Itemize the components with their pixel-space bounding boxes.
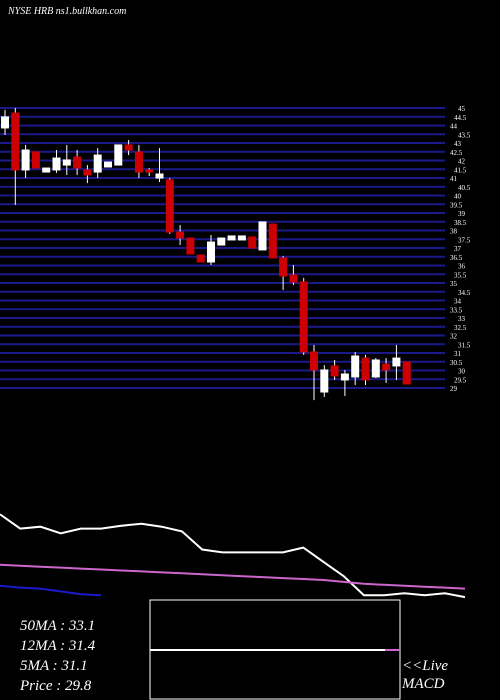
y-tick-label: 29.5 <box>454 376 467 384</box>
candle-body <box>207 241 215 263</box>
candle-body <box>104 161 112 168</box>
candle-body <box>289 274 298 283</box>
y-tick-label: 36.5 <box>450 254 463 262</box>
indicator-line <box>0 563 466 590</box>
indicator-line <box>0 584 102 597</box>
candle-body <box>62 159 71 166</box>
candle-body <box>361 357 370 381</box>
y-tick-label: 31 <box>454 350 462 358</box>
stat-label: 5MA : 31.1 <box>20 658 88 674</box>
y-tick-label: 40 <box>454 193 462 201</box>
indicator-line <box>0 513 466 599</box>
candle-body <box>340 373 349 381</box>
candle-body <box>145 169 154 173</box>
y-tick-label: 31.5 <box>458 341 471 349</box>
y-tick-label: 42.5 <box>450 149 463 157</box>
y-tick-label: 37.5 <box>458 236 471 244</box>
candle-body <box>279 257 288 277</box>
y-tick-label: 34.5 <box>458 289 471 297</box>
candle-body <box>227 235 236 241</box>
candle-body <box>371 359 380 378</box>
candle-body <box>11 112 20 171</box>
candle-body <box>351 355 360 378</box>
y-tick-label: 41.5 <box>454 166 467 174</box>
candle-body <box>124 144 133 151</box>
chart-title: NYSE HRB ns1.bullkhan.com <box>7 6 126 17</box>
y-tick-label: 45 <box>458 105 466 113</box>
candle-body <box>21 149 30 171</box>
y-tick-label: 44.5 <box>454 114 467 122</box>
candle-body <box>392 357 401 367</box>
y-tick-label: 32 <box>450 333 458 341</box>
y-tick-label: 40.5 <box>458 184 471 192</box>
y-tick-label: 32.5 <box>454 324 467 332</box>
y-tick-label: 29 <box>450 385 458 393</box>
candle-body <box>186 237 195 255</box>
y-tick-label: 33.5 <box>450 306 463 314</box>
candle-body <box>299 281 308 353</box>
candle-body <box>237 235 246 241</box>
y-tick-label: 39.5 <box>450 201 463 209</box>
candle-body <box>310 351 318 371</box>
candle-body <box>176 231 185 239</box>
candle-body <box>165 179 174 233</box>
y-tick-label: 33 <box>458 315 466 323</box>
y-tick-label: 38.5 <box>454 219 467 227</box>
candle-body <box>83 169 92 176</box>
macd-label: <<Live <box>402 658 448 674</box>
stat-label: Price : 29.8 <box>19 678 92 694</box>
candle-body <box>217 237 226 246</box>
candle-body <box>73 156 82 169</box>
candle-body <box>1 116 9 129</box>
candle-body <box>134 151 143 173</box>
y-tick-label: 39 <box>458 210 466 218</box>
candle-body <box>93 154 102 173</box>
candle-body <box>402 361 411 385</box>
candle-body <box>31 151 40 169</box>
y-tick-label: 35 <box>450 280 458 288</box>
y-tick-label: 37 <box>454 245 462 253</box>
y-tick-label: 35.5 <box>454 271 467 279</box>
stat-label: 12MA : 31.4 <box>20 638 96 654</box>
y-tick-label: 44 <box>450 123 458 131</box>
y-tick-label: 41 <box>450 175 458 183</box>
y-tick-label: 30 <box>458 368 466 376</box>
candle-body <box>382 363 391 371</box>
y-tick-label: 42 <box>458 158 466 166</box>
candle-body <box>155 173 164 179</box>
macd-label: MACD <box>401 676 445 692</box>
candle-body <box>52 157 61 171</box>
candle-body <box>258 221 267 251</box>
y-tick-label: 34 <box>454 298 462 306</box>
y-tick-label: 30.5 <box>450 359 463 367</box>
y-tick-label: 38 <box>450 228 458 236</box>
candle-body <box>330 365 339 377</box>
candle-body <box>248 236 257 249</box>
candle-body <box>320 369 329 393</box>
candle-body <box>196 254 205 263</box>
candle-body <box>42 167 51 173</box>
stat-label: 50MA : 33.1 <box>20 618 95 634</box>
candle-body <box>268 223 277 259</box>
y-tick-label: 43 <box>454 140 462 148</box>
y-tick-label: 43.5 <box>458 131 471 139</box>
y-tick-label: 36 <box>458 263 466 271</box>
candle-body <box>114 144 123 166</box>
